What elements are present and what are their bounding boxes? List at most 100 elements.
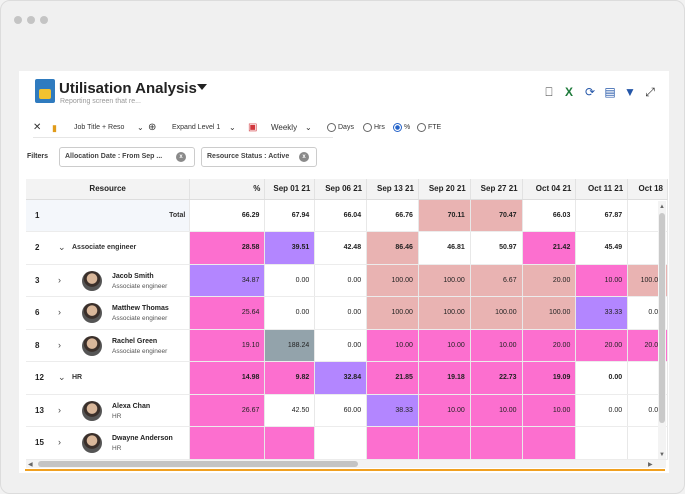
vertical-scroll-thumb[interactable] — [659, 213, 665, 423]
percent-cell[interactable]: 34.87 — [189, 264, 266, 297]
column-header[interactable]: % — [189, 179, 266, 200]
week-value-cell[interactable]: 0.00 — [314, 296, 368, 330]
percent-cell[interactable]: 26.67 — [189, 394, 266, 427]
scroll-left-arrow-icon[interactable]: ◀ — [28, 462, 33, 468]
week-value-cell[interactable]: 0.00 — [575, 361, 629, 395]
week-value-cell[interactable] — [418, 426, 471, 460]
collapse-chevron-icon[interactable]: ⌄ — [58, 372, 66, 382]
week-value-cell[interactable] — [575, 426, 629, 460]
horizontal-scroll-thumb[interactable] — [38, 461, 358, 467]
percent-cell[interactable]: 19.10 — [189, 329, 266, 362]
excel-export-icon[interactable]: X — [564, 85, 573, 99]
unit-radio-days[interactable]: Days — [327, 121, 354, 135]
week-value-cell[interactable]: 100.00 — [418, 264, 471, 297]
scroll-up-arrow-icon[interactable]: ▲ — [659, 204, 665, 210]
unit-radio-percent[interactable]: % — [393, 121, 410, 135]
week-value-cell[interactable]: 70.11 — [418, 199, 471, 232]
week-value-cell[interactable]: 19.18 — [418, 361, 471, 395]
window-close-dot[interactable] — [14, 16, 22, 24]
week-value-cell[interactable]: 100.00 — [418, 296, 471, 330]
week-value-cell[interactable]: 10.00 — [470, 394, 523, 427]
week-value-cell[interactable]: 39.51 — [264, 231, 316, 265]
week-value-cell[interactable]: 0.00 — [314, 329, 368, 362]
resource-name[interactable]: Jacob Smith — [112, 272, 154, 280]
group-row[interactable]: 12 ⌄ HR 14.98 9.82 32.84 21.85 19.18 22.73 19.09 0… — [26, 361, 668, 395]
week-value-cell[interactable]: 0.00 — [264, 296, 316, 330]
window-minimize-dot[interactable] — [27, 16, 35, 24]
week-value-cell[interactable]: 86.46 — [366, 231, 419, 265]
column-header[interactable]: Sep 01 21 — [264, 179, 316, 200]
expand-level-select[interactable]: Expand Level 1 — [172, 121, 220, 135]
filter-chip-allocation-date[interactable]: Allocation Date : From Sep ... x — [59, 147, 195, 167]
week-value-cell[interactable]: 60.00 — [314, 394, 368, 427]
expand-chevron-icon[interactable]: › — [58, 339, 61, 350]
percent-cell[interactable]: 25.64 — [189, 296, 266, 330]
unit-radio-fte[interactable]: FTE — [417, 121, 441, 135]
week-value-cell[interactable]: 10.00 — [522, 394, 577, 427]
grouping-select[interactable]: Job Title + Reso — [74, 121, 124, 135]
expand-chevron-icon[interactable]: › — [58, 437, 61, 447]
column-header[interactable]: Oct 11 21 — [575, 179, 629, 200]
week-value-cell[interactable]: 70.47 — [470, 199, 523, 232]
week-value-cell[interactable]: 67.94 — [264, 199, 316, 232]
expand-icon[interactable]: ⤢ — [645, 85, 655, 99]
title-dropdown-caret-icon[interactable] — [197, 84, 207, 90]
week-value-cell[interactable]: 20.00 — [575, 329, 629, 362]
week-value-cell[interactable]: 50.97 — [470, 231, 523, 265]
week-value-cell[interactable]: 100.00 — [366, 296, 419, 330]
column-header[interactable]: Sep 20 21 — [418, 179, 471, 200]
table-row[interactable]: 13 › Alexa Chan HR 26.67 42.50 60.00 38.33 10.00… — [26, 394, 668, 427]
week-value-cell[interactable]: 42.50 — [264, 394, 316, 427]
scroll-down-arrow-icon[interactable]: ▼ — [659, 452, 665, 458]
filter-chip-resource-status[interactable]: Resource Status : Active x — [201, 147, 317, 167]
scroll-right-arrow-icon[interactable]: ▶ — [648, 462, 653, 468]
collapse-chevron-icon[interactable]: ⌄ — [58, 242, 66, 252]
column-header[interactable]: Sep 13 21 — [366, 179, 419, 200]
table-row[interactable]: 6 › Matthew Thomas Associate engineer 25.64 0… — [26, 296, 668, 330]
table-row[interactable]: 15 › Dwayne Anderson HR — [26, 426, 668, 460]
resource-name[interactable]: Matthew Thomas — [112, 305, 169, 312]
expand-level-chevron-icon[interactable]: ⌄ — [229, 123, 236, 132]
remove-filter-icon[interactable]: x — [176, 152, 186, 162]
radio-days-icon[interactable] — [327, 122, 336, 132]
week-value-cell[interactable]: 9.82 — [264, 361, 316, 395]
week-value-cell[interactable]: 10.00 — [418, 394, 471, 427]
week-value-cell[interactable]: 67.87 — [575, 199, 629, 232]
week-value-cell[interactable]: 21.42 — [522, 231, 577, 265]
period-select[interactable]: Weekly — [271, 121, 297, 135]
week-value-cell[interactable] — [470, 426, 523, 460]
week-value-cell[interactable]: 66.76 — [366, 199, 419, 232]
window-maximize-dot[interactable] — [40, 16, 48, 24]
grouping-chevron-icon[interactable]: ⌄ — [137, 123, 144, 132]
week-value-cell[interactable]: 38.33 — [366, 394, 419, 427]
column-header[interactable]: Oct 04 21 — [522, 179, 577, 200]
week-value-cell[interactable]: 66.03 — [522, 199, 577, 232]
expand-chevron-icon[interactable]: › — [58, 274, 61, 285]
week-value-cell[interactable]: 20.00 — [522, 329, 577, 362]
week-value-cell[interactable]: 188.24 — [264, 329, 316, 362]
tools-icon[interactable]: ✕ — [33, 122, 42, 133]
resource-name[interactable]: Dwayne Anderson — [112, 435, 173, 442]
percent-cell[interactable]: 28.58 — [189, 231, 266, 265]
week-value-cell[interactable]: 46.81 — [418, 231, 471, 265]
week-value-cell[interactable]: 32.84 — [314, 361, 368, 395]
column-header[interactable]: Sep 27 21 — [470, 179, 523, 200]
week-value-cell[interactable]: 19.09 — [522, 361, 577, 395]
total-row[interactable]: 1 Total 66.29 67.94 66.04 66.76 70.11 70.47 66.0… — [26, 199, 668, 232]
percent-cell[interactable] — [189, 426, 266, 460]
week-value-cell[interactable]: 100.00 — [470, 296, 523, 330]
week-value-cell[interactable]: 10.00 — [418, 329, 471, 362]
unit-radio-hrs[interactable]: Hrs — [363, 121, 385, 135]
week-value-cell[interactable]: 45.49 — [575, 231, 629, 265]
column-header[interactable]: Oct 18 — [627, 179, 668, 200]
week-value-cell[interactable]: 10.00 — [366, 329, 419, 362]
week-value-cell[interactable] — [264, 426, 316, 460]
group-row[interactable]: 2 ⌄ Associate engineer 28.58 39.51 42.48 86.46… — [26, 231, 668, 265]
week-value-cell[interactable]: 66.04 — [314, 199, 368, 232]
week-value-cell[interactable]: 100.00 — [366, 264, 419, 297]
percent-cell[interactable]: 14.98 — [189, 361, 266, 395]
radio-hrs-icon[interactable] — [363, 122, 372, 132]
week-value-cell[interactable]: 21.85 — [366, 361, 419, 395]
week-value-cell[interactable]: 22.73 — [470, 361, 523, 395]
week-value-cell[interactable]: 42.48 — [314, 231, 368, 265]
